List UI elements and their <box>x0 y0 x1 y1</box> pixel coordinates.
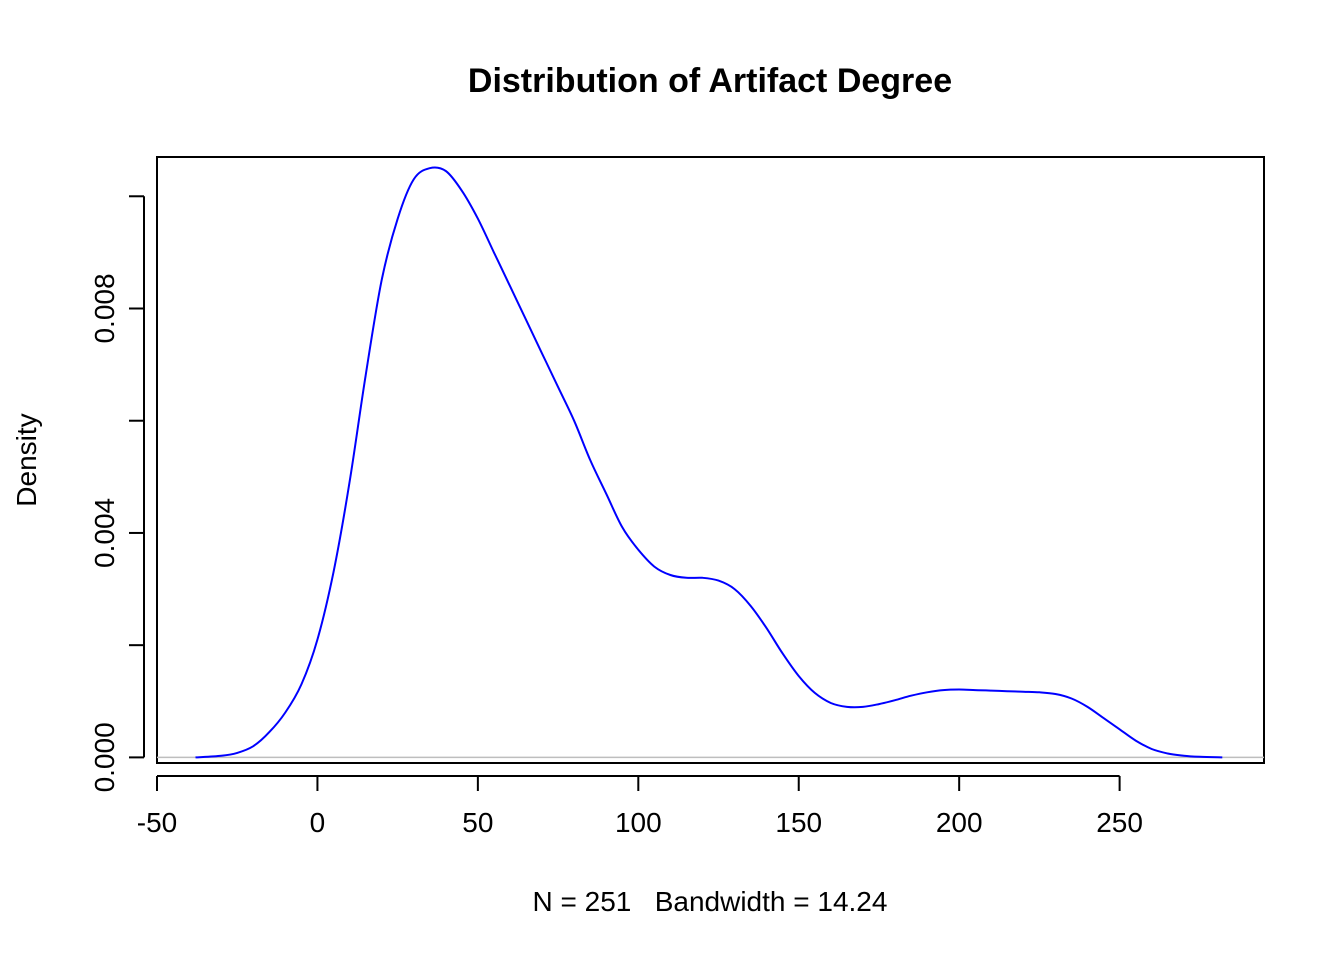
plot-frame <box>156 156 1265 764</box>
x-tick-label: 250 <box>1096 807 1143 838</box>
density-curve <box>195 166 1223 759</box>
x-tick-label: 0 <box>310 807 326 838</box>
y-tick-label: 0.008 <box>89 273 120 343</box>
x-tick-label: 100 <box>615 807 662 838</box>
x-tick-label: 150 <box>775 807 822 838</box>
axes: -50 0 50 100 150 200 250 0.000 0.004 0.008 <box>89 195 1143 838</box>
y-tick-label: 0.004 <box>89 498 120 568</box>
x-axis-label: N = 251 Bandwidth = 14.24 <box>533 886 888 917</box>
x-tick-label: 50 <box>462 807 493 838</box>
y-axis-label: Density <box>11 413 42 506</box>
y-tick-label: 0.000 <box>89 722 120 792</box>
chart-title: Distribution of Artifact Degree <box>468 62 952 100</box>
x-tick-label: 200 <box>936 807 983 838</box>
plot-marks <box>157 166 1264 759</box>
x-tick-label: -50 <box>137 807 177 838</box>
